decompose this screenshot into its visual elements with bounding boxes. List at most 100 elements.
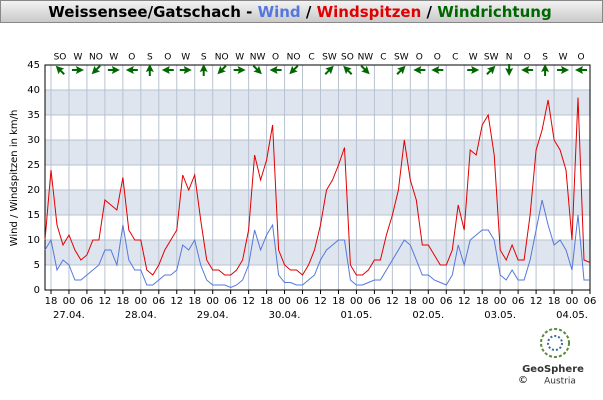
direction-arrow — [541, 64, 550, 76]
direction-arrow — [575, 66, 588, 74]
direction-label: W — [469, 53, 478, 63]
x-tick-label: 06 — [440, 296, 453, 307]
y-tick-label: 15 — [27, 210, 40, 221]
direction-arrow — [91, 65, 101, 75]
x-tick-label: 12 — [242, 296, 255, 307]
direction-arrow — [125, 66, 138, 74]
x-tick-label: 00 — [206, 296, 219, 307]
x-tick-label: 06 — [152, 296, 165, 307]
x-tick-label: 12 — [314, 296, 327, 307]
direction-arrow — [161, 66, 174, 74]
chart-title: Weissensee/Gatschach - Wind / Windspitze… — [48, 3, 551, 21]
direction-arrow — [107, 66, 120, 74]
direction-label: O — [128, 53, 135, 63]
direction-label: SW — [322, 53, 337, 63]
direction-label: SW — [394, 53, 409, 63]
y-tick-label: 25 — [27, 160, 40, 171]
x-tick-label: 12 — [386, 296, 399, 307]
direction-label: O — [524, 53, 531, 63]
direction-label: O — [164, 53, 171, 63]
x-tick-label: 00 — [134, 296, 147, 307]
title-sep: / — [421, 3, 437, 21]
direction-label: O — [416, 53, 423, 63]
direction-arrow — [521, 66, 534, 74]
legend-entry: Windrichtung — [437, 3, 551, 21]
grid-band — [45, 190, 590, 215]
direction-arrow — [179, 66, 192, 74]
direction-label: NW — [250, 53, 266, 63]
y-tick-label: 35 — [27, 110, 40, 121]
legend-entry: Wind — [258, 3, 301, 21]
x-tick-label: 06 — [584, 296, 597, 307]
series-line — [44, 199, 590, 289]
x-tick-label: 12 — [458, 296, 471, 307]
y-tick-label: 30 — [27, 135, 40, 146]
x-tick-label: 18 — [332, 296, 345, 307]
direction-label: W — [181, 53, 190, 63]
date-label: 02.05. — [412, 310, 444, 321]
logo-ring — [540, 328, 570, 358]
x-tick-label: 00 — [278, 296, 291, 307]
x-tick-label: 18 — [116, 296, 129, 307]
date-label: 30.04. — [269, 310, 301, 321]
direction-label: W — [73, 53, 82, 63]
x-tick-label: 12 — [99, 296, 112, 307]
x-tick-label: 18 — [260, 296, 273, 307]
direction-label: NO — [287, 53, 301, 63]
direction-label: NO — [89, 53, 103, 63]
direction-label: C — [308, 53, 314, 63]
y-tick-label: 20 — [27, 185, 40, 196]
direction-arrow — [505, 64, 514, 76]
date-label: 28.04. — [125, 310, 157, 321]
x-tick-label: 00 — [63, 296, 76, 307]
y-tick-label: 5 — [34, 260, 40, 271]
direction-label: S — [147, 53, 153, 63]
direction-arrow — [71, 66, 84, 74]
title-main: Weissensee/Gatschach — [48, 3, 241, 21]
x-tick-label: 18 — [45, 296, 58, 307]
x-tick-label: 00 — [566, 296, 579, 307]
x-tick-label: 12 — [530, 296, 543, 307]
legend-entry: Windspitzen — [317, 3, 422, 21]
direction-label: O — [577, 53, 584, 63]
logo-sub: Austria — [544, 377, 576, 387]
x-tick-label: 06 — [368, 296, 381, 307]
date-label: 01.05. — [341, 310, 373, 321]
x-tick-label: 00 — [350, 296, 363, 307]
x-tick-label: 18 — [188, 296, 201, 307]
date-label: 29.04. — [197, 310, 229, 321]
direction-arrow — [413, 66, 426, 74]
direction-label: C — [452, 53, 458, 63]
y-tick-label: 0 — [34, 285, 40, 296]
y-tick-label: 45 — [27, 60, 40, 71]
direction-label: S — [201, 53, 207, 63]
x-tick-label: 12 — [170, 296, 183, 307]
x-tick-label: 00 — [422, 296, 435, 307]
direction-arrow — [431, 66, 444, 74]
direction-label: SW — [484, 53, 499, 63]
y-tick-label: 10 — [27, 235, 40, 246]
direction-label: SO — [341, 53, 354, 63]
direction-label: W — [559, 53, 568, 63]
direction-label: SO — [54, 53, 67, 63]
x-tick-label: 18 — [404, 296, 417, 307]
direction-label: O — [272, 53, 279, 63]
direction-label: NW — [358, 53, 374, 63]
grid-band — [45, 140, 590, 165]
direction-arrow — [269, 66, 282, 74]
logo: GeoSphere Austria © — [518, 328, 584, 387]
direction-label: NO — [215, 53, 229, 63]
x-tick-label: 06 — [81, 296, 94, 307]
series-line — [44, 97, 591, 276]
direction-arrow — [557, 66, 570, 74]
copyright: © — [518, 375, 528, 386]
plot-frame — [44, 64, 591, 291]
title-sep: - — [241, 3, 258, 21]
logo-ring — [547, 335, 563, 351]
direction-label: W — [109, 53, 118, 63]
title-sep: / — [301, 3, 317, 21]
direction-label: W — [235, 53, 244, 63]
y-axis-label: Wind / Windspitzen in km/h — [9, 110, 20, 247]
x-tick-label: 06 — [512, 296, 525, 307]
